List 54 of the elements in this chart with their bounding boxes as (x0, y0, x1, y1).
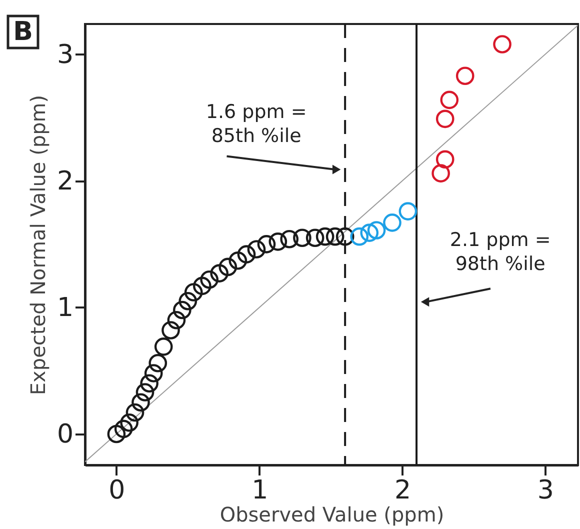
x-axis-title: Observed Value (ppm) (220, 502, 444, 526)
x-tick-label: 0 (108, 476, 126, 506)
point (440, 90, 459, 110)
x-tick-label: 3 (537, 476, 554, 506)
point (210, 264, 228, 282)
point (360, 224, 379, 242)
point (436, 150, 454, 169)
y-tick-label: 3 (56, 40, 74, 70)
point (136, 383, 154, 402)
point (316, 227, 334, 246)
x-tick-label: 1 (252, 476, 268, 506)
point (257, 235, 276, 254)
ref-line-label: 1.6 ppm = 85th %ile (206, 101, 307, 148)
point (228, 251, 248, 270)
point (178, 292, 198, 310)
point (367, 221, 386, 240)
point (218, 258, 238, 276)
point (293, 228, 312, 248)
point (336, 227, 354, 246)
point (268, 232, 288, 251)
point (280, 230, 299, 248)
point (436, 110, 454, 128)
y-tick-label: 1 (56, 292, 74, 323)
point (193, 276, 212, 296)
point (144, 364, 163, 382)
point (167, 310, 186, 330)
y-tick-label: 2 (56, 166, 74, 196)
point (247, 240, 266, 258)
point (383, 214, 402, 232)
point (173, 300, 192, 320)
point (132, 393, 150, 412)
y-tick-label: 0 (56, 419, 74, 450)
point (184, 283, 203, 302)
point (398, 202, 418, 220)
point (456, 66, 474, 86)
point (107, 424, 126, 444)
text: B (13, 17, 33, 47)
point (114, 420, 133, 438)
x-tick-label: 2 (394, 476, 412, 506)
point (493, 35, 512, 54)
point (432, 164, 450, 182)
point (120, 413, 138, 432)
point (237, 245, 256, 264)
point (306, 228, 324, 248)
y-axis-title: Expected Normal Value (ppm) (26, 94, 50, 396)
point (148, 354, 168, 372)
point (326, 227, 344, 246)
point (154, 338, 173, 356)
point (162, 321, 180, 340)
ref-line-label: 2.1 ppm = 98th %ile (450, 229, 551, 276)
point (350, 227, 369, 246)
point (200, 270, 218, 289)
point (126, 403, 144, 422)
point (140, 374, 158, 393)
